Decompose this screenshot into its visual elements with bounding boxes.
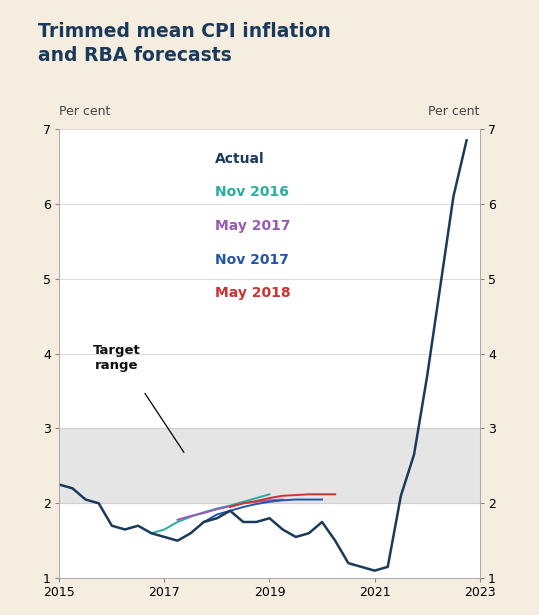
Text: May 2017: May 2017: [215, 219, 291, 233]
Text: and RBA forecasts: and RBA forecasts: [38, 46, 231, 65]
Text: May 2018: May 2018: [215, 287, 291, 300]
Text: Nov 2017: Nov 2017: [215, 253, 289, 267]
Bar: [59, 429, 480, 503]
Text: Target
range: Target range: [93, 344, 141, 372]
Text: Per cent: Per cent: [59, 105, 110, 118]
Text: Per cent: Per cent: [429, 105, 480, 118]
Text: Trimmed mean CPI inflation: Trimmed mean CPI inflation: [38, 22, 330, 41]
Text: Nov 2016: Nov 2016: [215, 185, 289, 199]
Text: Actual: Actual: [215, 152, 265, 165]
